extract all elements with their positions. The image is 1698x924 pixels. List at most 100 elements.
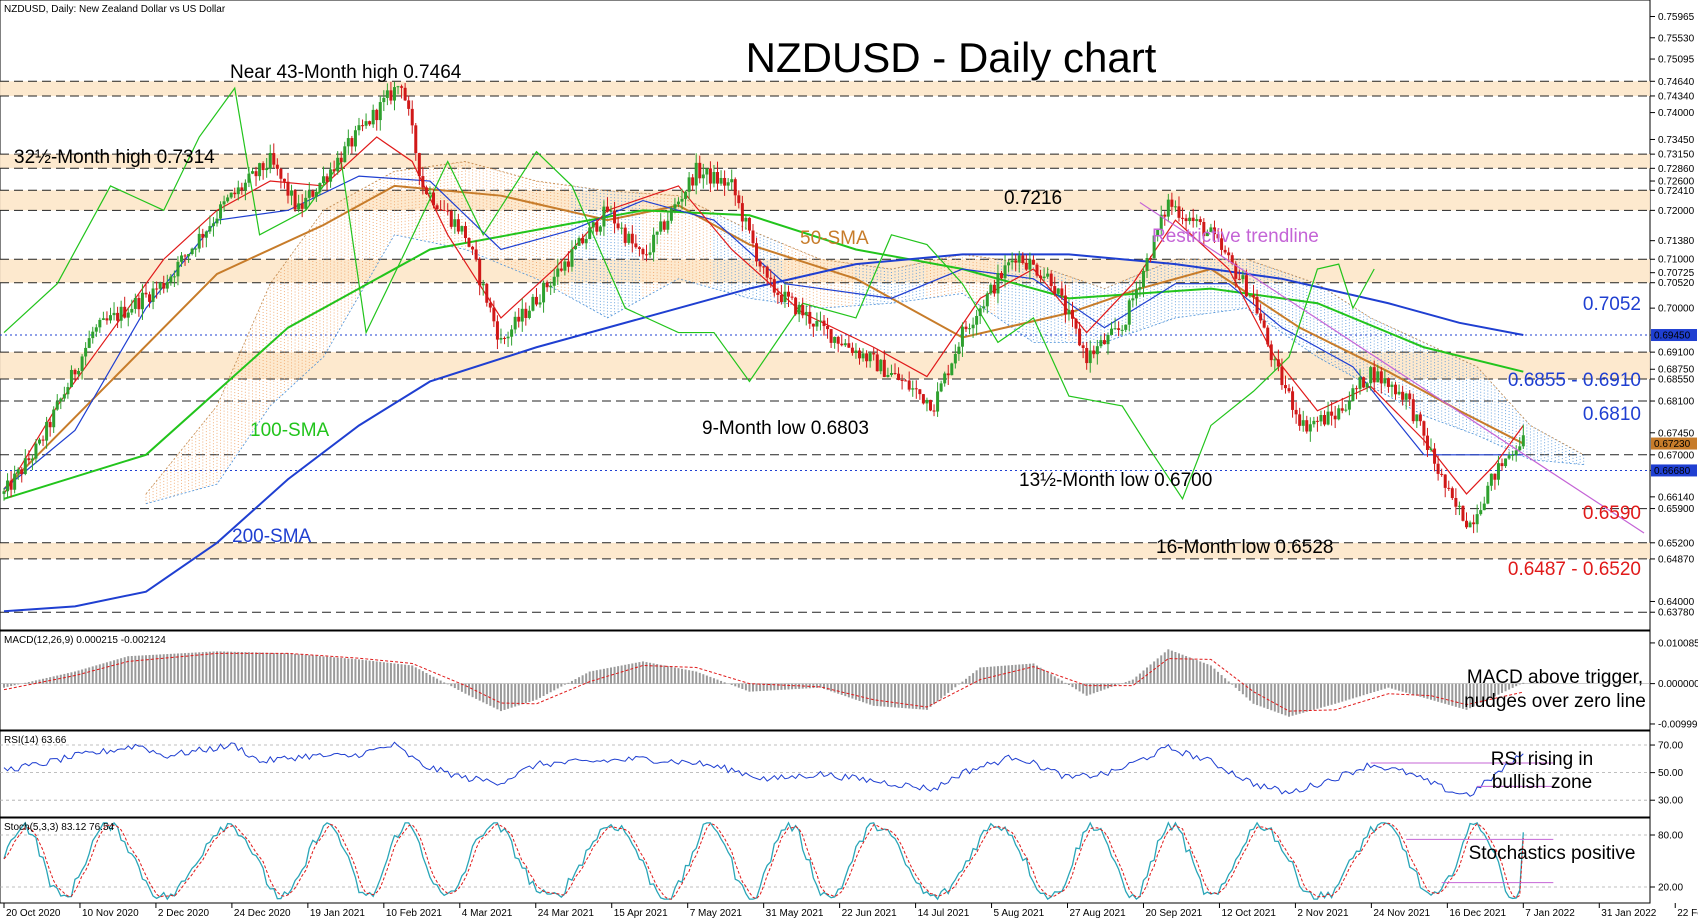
candle-body <box>101 318 105 320</box>
annotation-5: 100-SMA <box>250 420 330 441</box>
candle-body <box>694 162 698 186</box>
candle <box>66 382 70 399</box>
price-tick-label: 0.67000 <box>1658 450 1695 461</box>
candle <box>23 449 27 476</box>
candle <box>1191 208 1195 228</box>
candle <box>1021 252 1025 265</box>
candle <box>385 83 389 106</box>
price-tick-label: 0.73150 <box>1658 150 1695 161</box>
candle <box>336 151 340 175</box>
candle-body <box>1401 391 1405 400</box>
candle <box>1106 332 1110 355</box>
macd-tick-label: 0.010085 <box>1658 638 1698 649</box>
candle-body <box>1429 448 1433 451</box>
stoch-header: Stoch(5,3,3) 83.12 76.54 <box>4 822 115 833</box>
candle <box>1007 259 1011 273</box>
candle-body <box>549 285 553 288</box>
candle-body <box>378 102 382 121</box>
candle-body <box>1486 485 1490 504</box>
candle <box>666 211 670 234</box>
price-tick-label: 0.68750 <box>1658 365 1695 376</box>
candle-body <box>609 210 613 212</box>
candle-body <box>1166 199 1170 217</box>
candle <box>744 215 748 230</box>
candle <box>712 164 716 188</box>
candle <box>716 161 720 191</box>
price-tick-label: 0.66140 <box>1658 492 1695 503</box>
price-marker-label: 0.69450 <box>1654 331 1691 342</box>
candle <box>321 166 325 186</box>
candle-body <box>1202 222 1206 237</box>
candle <box>836 335 840 353</box>
candle-body <box>357 125 361 131</box>
candle-body <box>52 409 56 428</box>
candle <box>829 329 833 348</box>
candle <box>1067 299 1071 321</box>
candle-body <box>861 353 865 359</box>
candle <box>1085 341 1089 370</box>
candle <box>240 182 244 195</box>
candle-body <box>762 266 766 268</box>
candle <box>1252 284 1256 305</box>
candle <box>87 330 91 349</box>
candle <box>879 358 883 375</box>
candle-body <box>968 328 972 330</box>
candle <box>453 210 457 234</box>
candle <box>1014 254 1018 272</box>
macd-panel: 0.010085 0.000000 -0.009998 MACD above trig… <box>0 630 1698 731</box>
candle <box>900 374 904 390</box>
100-sma-line <box>3 209 1524 500</box>
candle-body <box>747 217 751 231</box>
candle <box>275 158 279 176</box>
candle <box>247 167 251 188</box>
candle-body <box>155 288 159 290</box>
candle-body <box>744 217 748 222</box>
candle-body <box>414 125 418 154</box>
candle <box>1418 411 1422 426</box>
candle <box>332 160 336 177</box>
price-tick-label: 0.72410 <box>1658 186 1695 197</box>
candle <box>843 339 847 347</box>
candle <box>98 317 102 333</box>
candle <box>1056 288 1060 295</box>
candle <box>211 217 215 237</box>
candle-body <box>598 226 602 232</box>
candle-body <box>318 183 322 192</box>
candle-body <box>808 311 812 324</box>
candle <box>1269 340 1273 367</box>
candle-body <box>197 233 201 249</box>
candle-body <box>872 353 876 355</box>
candle <box>595 218 599 236</box>
candle-body <box>91 331 95 339</box>
candle <box>875 348 879 372</box>
kijun-line <box>3 175 1524 490</box>
candle <box>432 189 436 209</box>
candle-body <box>1181 217 1185 219</box>
stoch-annotation: Stochastics positive <box>1469 843 1636 864</box>
candle-body <box>77 371 81 375</box>
chart-title: NZDUSD - Daily chart <box>746 34 1157 81</box>
candle-body <box>1209 227 1213 232</box>
candle <box>290 184 294 206</box>
candle-body <box>1102 340 1106 345</box>
candle <box>1365 381 1369 393</box>
candle-body <box>1330 411 1334 416</box>
candle <box>818 311 822 331</box>
candle <box>1489 473 1493 491</box>
candle <box>1369 365 1373 391</box>
price-tick-label: 0.72860 <box>1658 164 1695 175</box>
candle-body <box>1308 424 1312 432</box>
candle-body <box>637 247 641 250</box>
candle-body <box>314 191 318 197</box>
candle <box>992 279 996 297</box>
candle-body <box>652 234 656 253</box>
candle <box>20 467 24 483</box>
price-tick-label: 0.71000 <box>1658 255 1695 266</box>
candle <box>534 287 538 307</box>
date-tick-label: 16 Dec 2021 <box>1449 908 1506 919</box>
candle <box>772 275 776 297</box>
candle <box>204 230 208 248</box>
candle-body <box>1255 296 1259 314</box>
candle <box>1102 333 1106 345</box>
